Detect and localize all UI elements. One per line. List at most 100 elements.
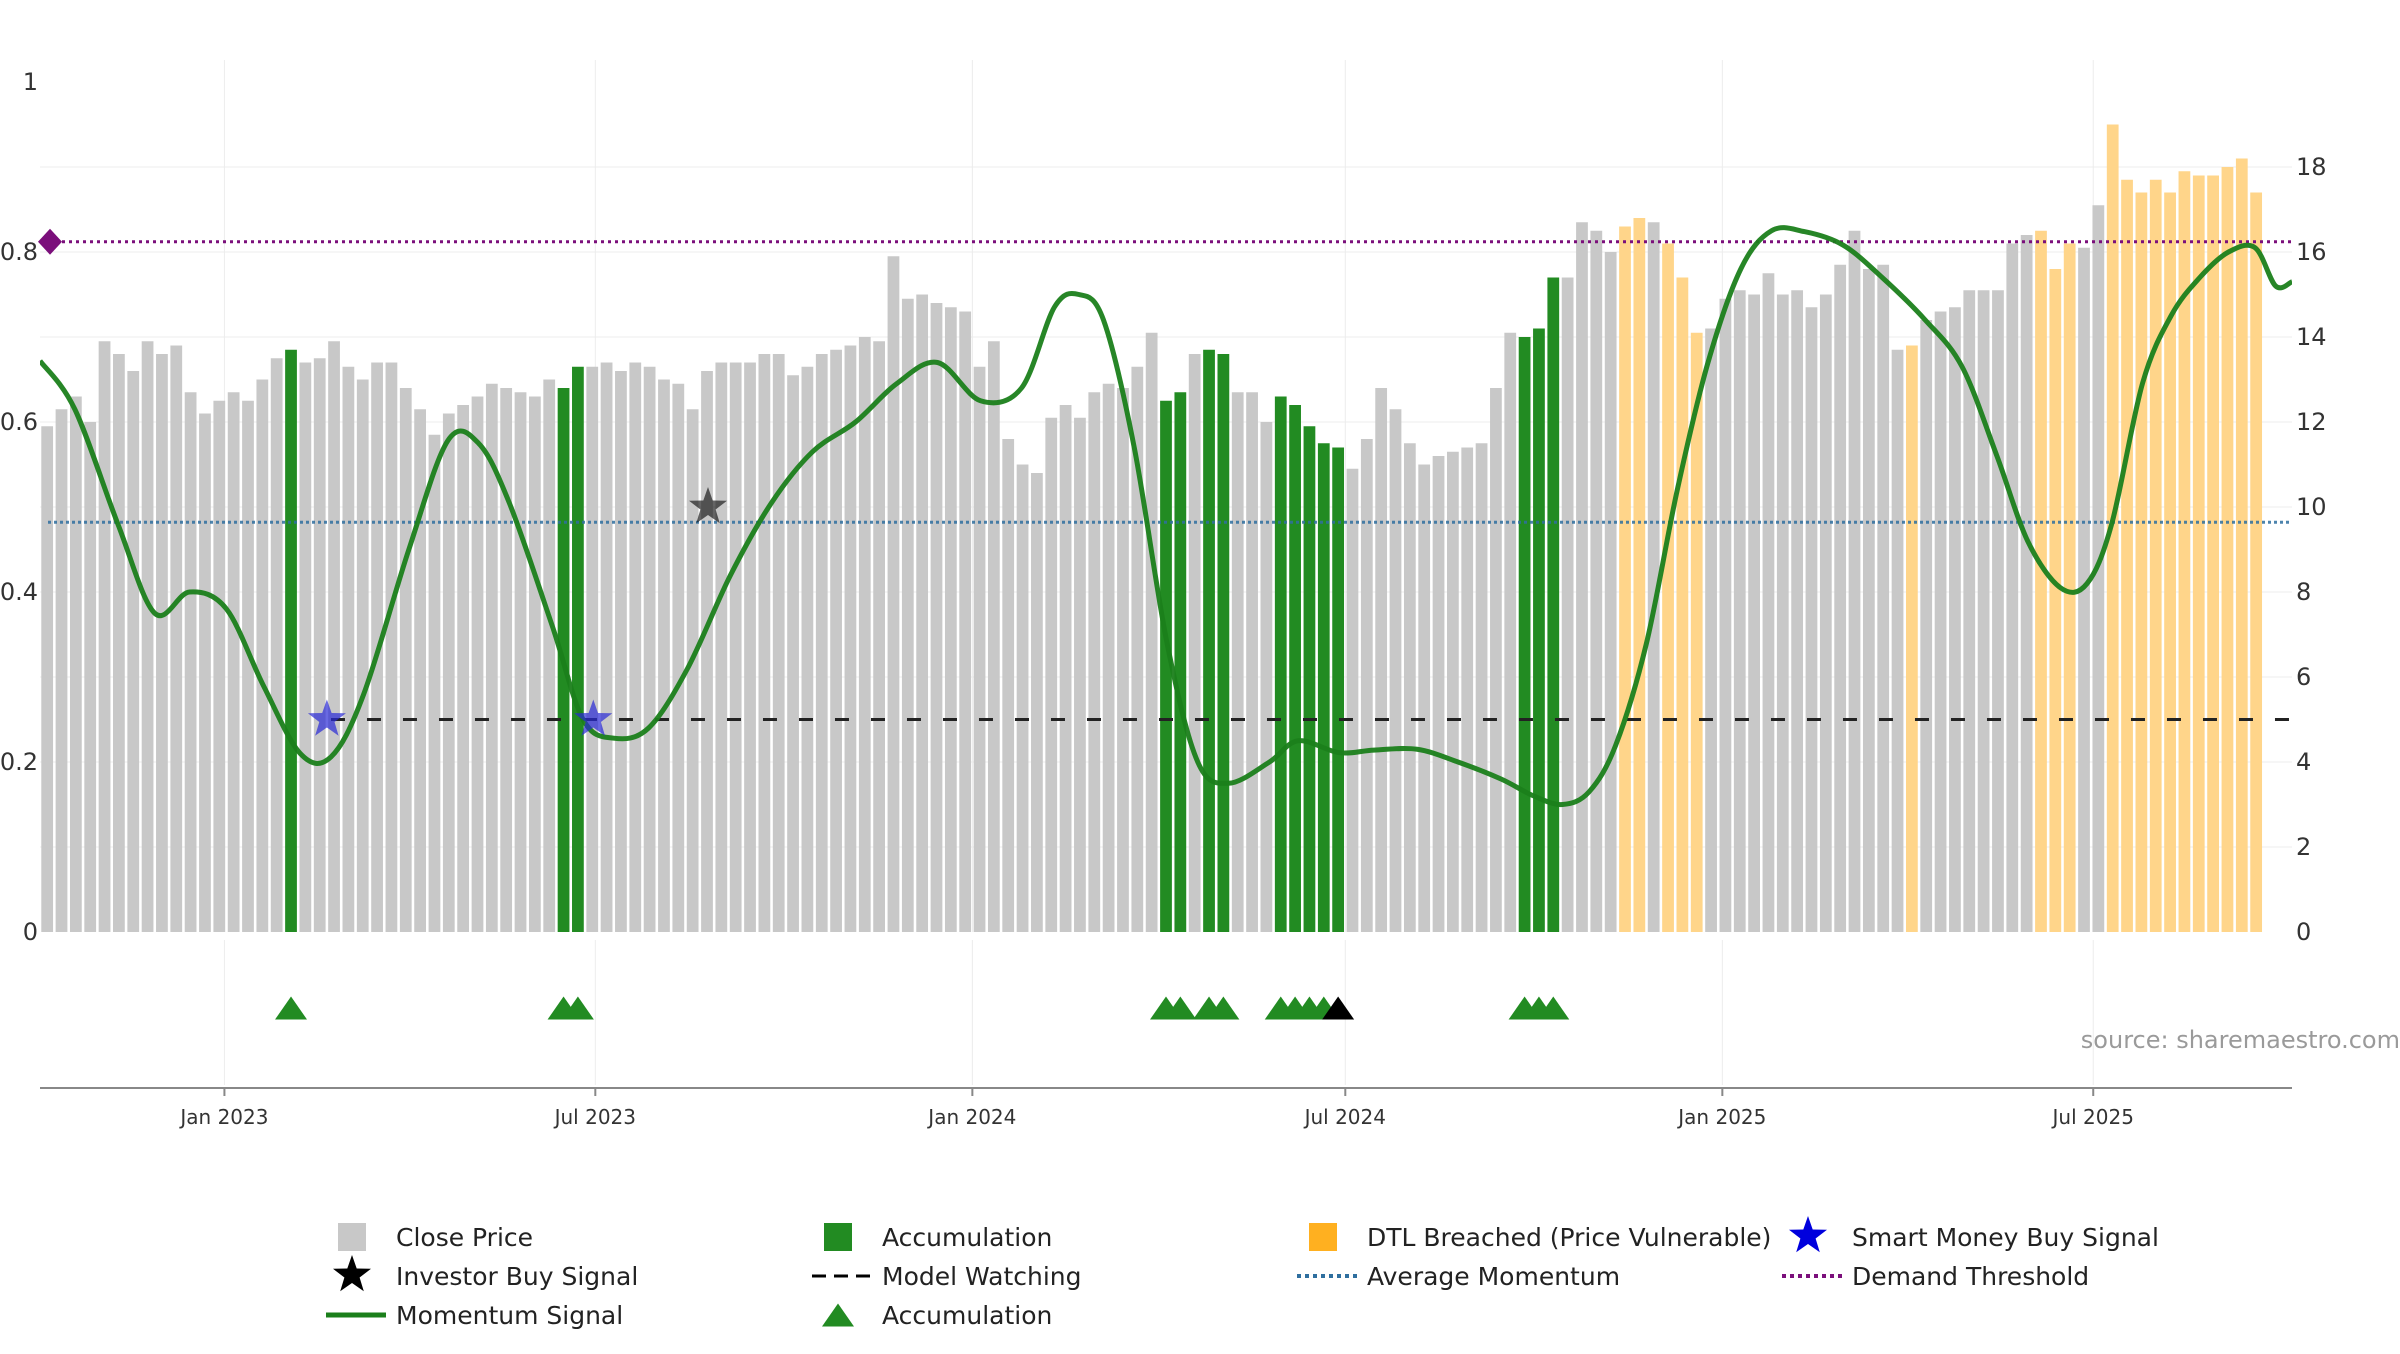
dtl-breached-bar (2135, 192, 2148, 932)
accumulation-bar (1274, 396, 1287, 932)
close-price-bar (1059, 405, 1072, 932)
close-price-bar (1117, 388, 1129, 932)
close-price-bar (729, 362, 742, 932)
close-price-bar (1475, 443, 1488, 932)
close-price-bar (514, 392, 527, 932)
close-price-bar (313, 358, 326, 932)
close-price-bar (299, 362, 312, 932)
x-axis-tick-label: Jan 2025 (1676, 1105, 1766, 1129)
dtl-breached-bar (1662, 243, 1674, 932)
accumulation-bar (1203, 349, 1215, 932)
legend-label-avg: Average Momentum (1367, 1262, 1620, 1291)
legend-symbol-smart-money-star (1789, 1216, 1827, 1253)
accumulation-triangle (1537, 996, 1570, 1020)
close-price-bar (113, 354, 125, 932)
close-price-bar (1748, 294, 1760, 932)
close-price-bar (356, 379, 369, 932)
close-price-bar (2006, 243, 2019, 932)
accumulation-bar (1518, 337, 1531, 932)
close-price-bar (500, 388, 513, 932)
legend-swatch-accumulation (824, 1223, 852, 1251)
legend-symbol-accumulation-triangle (822, 1303, 854, 1327)
left-axis-tick-label: 0.4 (0, 578, 38, 606)
dtl-breached-bar (2035, 230, 2047, 932)
signal-markers (307, 487, 727, 736)
close-price-bar (1977, 290, 1990, 932)
close-price-bar (815, 354, 828, 932)
close-price-bar (1949, 307, 1961, 932)
close-price-bar (69, 396, 82, 932)
dtl-breached-bar (1676, 277, 1689, 932)
momentum-line (40, 225, 2292, 808)
close-price-bar (84, 422, 97, 932)
dtl-breached-bar (1619, 226, 1631, 932)
close-price-bar (1920, 320, 1933, 932)
close-price-bar (1992, 290, 2004, 932)
close-price-bar (672, 383, 685, 932)
close-price-bar (1776, 294, 1789, 932)
legend-label-investor: Investor Buy Signal (396, 1262, 638, 1291)
source-label: source: sharemaestro.com (2081, 1026, 2400, 1054)
right-axis-tick-label: 6 (2296, 663, 2311, 691)
dtl-breached-bar (2063, 243, 2076, 932)
close-price-bar (184, 392, 197, 932)
close-price-bar (1576, 222, 1588, 932)
x-axis-tick-label: Jul 2024 (1303, 1105, 1386, 1129)
close-price-bar (1346, 468, 1359, 932)
close-price-bar (543, 379, 556, 932)
legend-label-momentum: Momentum Signal (396, 1301, 623, 1330)
dtl-breached-bar (2149, 179, 2162, 932)
close-price-bar (1461, 447, 1474, 932)
right-axis-tick-label: 14 (2296, 323, 2327, 351)
close-price-bar (1188, 354, 1201, 932)
accumulation-triangle (1164, 996, 1197, 1020)
left-axis-tick-label: 0.6 (0, 408, 38, 436)
close-price-bar (615, 371, 627, 932)
legend-label-acc_tri: Accumulation (882, 1301, 1052, 1330)
investor-accumulation-triangle (1322, 996, 1355, 1020)
close-price-bar (744, 362, 756, 932)
close-price-bar (1016, 464, 1029, 932)
close-price-bar (1045, 417, 1058, 932)
close-price-bar (1432, 456, 1445, 932)
close-price-bar (2020, 235, 2033, 932)
smart-money-buy-signal-star (307, 699, 346, 736)
x-axis-tick-label: Jan 2023 (178, 1105, 268, 1129)
smart-money-buy-signal-star (574, 699, 613, 736)
close-price-bar (1762, 273, 1775, 932)
dtl-breached-bar (2121, 179, 2133, 932)
close-price-bar (242, 400, 254, 932)
dtl-breached-bar (1906, 345, 1918, 932)
close-price-bar (1131, 366, 1144, 932)
close-price-bar (170, 345, 183, 932)
close-price-bar (1446, 451, 1459, 932)
accumulation-bar (1533, 328, 1545, 932)
close-price-bar (858, 337, 871, 932)
close-price-bar (1705, 328, 1717, 932)
dtl-breached-bar (2178, 171, 2191, 932)
close-price-bar (457, 405, 470, 932)
momentum-signal-line (40, 225, 2292, 808)
close-price-bar (772, 354, 785, 932)
x-axis-tick-label: Jul 2023 (553, 1105, 636, 1129)
right-axis-tick-label: 16 (2296, 238, 2327, 266)
close-price-bar (141, 341, 154, 932)
close-price-bar (1862, 269, 1875, 932)
close-price-bar (973, 366, 986, 932)
close-price-bar (1791, 290, 1804, 932)
right-axis-tick-label: 10 (2296, 493, 2327, 521)
close-price-bar (1934, 311, 1947, 932)
left-axis-tick-label: 1 (23, 68, 38, 96)
close-price-bar (1375, 388, 1388, 932)
close-price-bar (1719, 298, 1732, 932)
accumulation-bar (1217, 354, 1230, 932)
close-price-bar (586, 366, 599, 932)
close-price-bar (428, 434, 441, 932)
close-price-bar (55, 409, 68, 932)
close-price-bar (1360, 439, 1373, 932)
legend-label-dtl: DTL Breached (Price Vulnerable) (1367, 1223, 1771, 1252)
close-price-bar (442, 413, 455, 932)
close-price-bar (787, 375, 799, 932)
close-price-bar (844, 345, 857, 932)
